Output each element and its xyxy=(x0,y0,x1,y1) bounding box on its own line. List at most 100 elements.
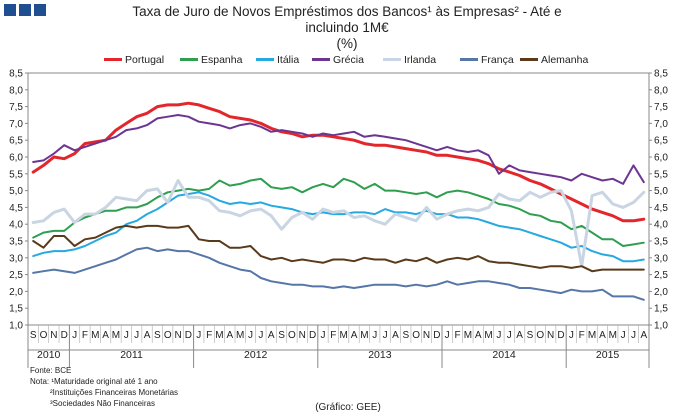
month-label: J xyxy=(383,330,388,341)
month-label: J xyxy=(134,330,139,341)
month-label: A xyxy=(392,330,399,341)
month-label: A xyxy=(475,330,482,341)
month-label: D xyxy=(433,330,440,341)
legend-label-alemanha: Alemanha xyxy=(541,54,588,66)
chart-title-line2: incluindo 1M€ xyxy=(305,20,389,35)
series-line-portugal xyxy=(31,101,646,223)
month-label: F xyxy=(330,330,336,341)
month-label: J xyxy=(258,330,263,341)
month-label: F xyxy=(579,330,585,341)
month-label: S xyxy=(402,330,409,341)
legend-label-espanha: Espanha xyxy=(201,54,243,66)
month-label: A xyxy=(102,330,109,341)
y-tick-label-right: 3,0 xyxy=(654,253,668,264)
month-label: F xyxy=(206,330,212,341)
legend-label-italia: Itália xyxy=(277,54,299,66)
month-label: A xyxy=(144,330,151,341)
year-label: 2012 xyxy=(244,349,268,361)
month-label: M xyxy=(340,330,348,341)
legend-label-irlanda: Irlanda xyxy=(404,54,436,66)
month-label: A xyxy=(268,330,275,341)
month-label: M xyxy=(236,330,244,341)
y-tick-label-left: 5,5 xyxy=(9,169,23,180)
month-label: O xyxy=(288,330,296,341)
y-tick-label-right: 1,0 xyxy=(654,321,668,332)
month-label: N xyxy=(299,330,306,341)
y-tick-label-left: 3,0 xyxy=(9,253,23,264)
y-tick-label-left: 4,5 xyxy=(9,203,23,214)
month-label: M xyxy=(484,330,492,341)
y-tick-label-left: 4,0 xyxy=(9,220,23,231)
series-line-irlanda xyxy=(31,179,646,268)
month-label: O xyxy=(164,330,172,341)
month-label: M xyxy=(215,330,223,341)
year-label: 2013 xyxy=(368,349,392,361)
y-tick-label-right: 2,5 xyxy=(654,270,668,281)
month-label: N xyxy=(50,330,57,341)
y-tick-label-right: 7,5 xyxy=(654,102,668,113)
snf-note: ³Sociedades Não Financeiras xyxy=(50,399,155,408)
y-tick-label-left: 6,5 xyxy=(9,136,23,147)
y-tick-label-left: 7,0 xyxy=(9,119,23,130)
ifm-note: ²Instituições Financeiras Monetárias xyxy=(50,388,178,397)
y-tick-label-left: 1,0 xyxy=(9,321,23,332)
gee-logo-icon xyxy=(4,4,46,16)
y-tick-label-left: 2,5 xyxy=(9,270,23,281)
month-label: F xyxy=(454,330,460,341)
month-label: O xyxy=(412,330,420,341)
month-label: J xyxy=(496,330,501,341)
month-label: O xyxy=(40,330,48,341)
y-tick-label-right: 7,0 xyxy=(654,119,668,130)
month-label: J xyxy=(569,330,574,341)
y-tick-label-right: 1,5 xyxy=(654,304,668,315)
month-label: D xyxy=(61,330,68,341)
chart-legend: Portugal Espanha Itália Grécia Irlanda França… xyxy=(104,54,588,66)
y-tick-label-left: 8,5 xyxy=(9,69,23,80)
month-label: N xyxy=(547,330,554,341)
month-label: M xyxy=(91,330,99,341)
month-label: M xyxy=(588,330,596,341)
month-label: A xyxy=(599,330,606,341)
y-tick-label-right: 8,5 xyxy=(654,69,668,80)
y-tick-label-right: 4,5 xyxy=(654,203,668,214)
chart-title-line3: (%) xyxy=(337,36,358,51)
month-label: J xyxy=(248,330,253,341)
year-label: 2011 xyxy=(120,349,143,361)
month-label: J xyxy=(507,330,512,341)
chart-title-line1: Taxa de Juro de Novos Empréstimos dos Ba… xyxy=(132,4,561,19)
year-label: 2015 xyxy=(596,349,620,361)
month-label: S xyxy=(154,330,161,341)
month-label: J xyxy=(320,330,325,341)
month-label: M xyxy=(360,330,368,341)
month-label: N xyxy=(423,330,430,341)
month-label: J xyxy=(72,330,77,341)
month-label: J xyxy=(631,330,636,341)
y-tick-label-right: 5,0 xyxy=(654,186,668,197)
y-tick-label-right: 6,5 xyxy=(654,136,668,147)
y-tick-label-right: 2,0 xyxy=(654,287,668,298)
month-label: S xyxy=(278,330,285,341)
year-label: 2014 xyxy=(492,349,516,361)
month-label: D xyxy=(309,330,316,341)
month-label: M xyxy=(609,330,617,341)
legend-label-portugal: Portugal xyxy=(125,54,164,66)
legend-label-franca: França xyxy=(481,54,514,66)
y-tick-label-left: 2,0 xyxy=(9,287,23,298)
month-label: J xyxy=(196,330,201,341)
y-tick-label-right: 5,5 xyxy=(654,169,668,180)
month-label: D xyxy=(185,330,192,341)
month-label: F xyxy=(82,330,88,341)
month-label: A xyxy=(516,330,523,341)
series-layer xyxy=(31,101,646,301)
y-tick-label-right: 6,0 xyxy=(654,153,668,164)
month-label: M xyxy=(464,330,472,341)
month-label: S xyxy=(30,330,37,341)
month-label: A xyxy=(640,330,647,341)
month-label: J xyxy=(372,330,377,341)
y-tick-label-left: 3,5 xyxy=(9,237,23,248)
chart-credit: (Gráfico: GEE) xyxy=(315,402,381,413)
month-label: O xyxy=(536,330,544,341)
series-line-italia xyxy=(32,191,645,263)
series-line-franca xyxy=(32,246,645,301)
